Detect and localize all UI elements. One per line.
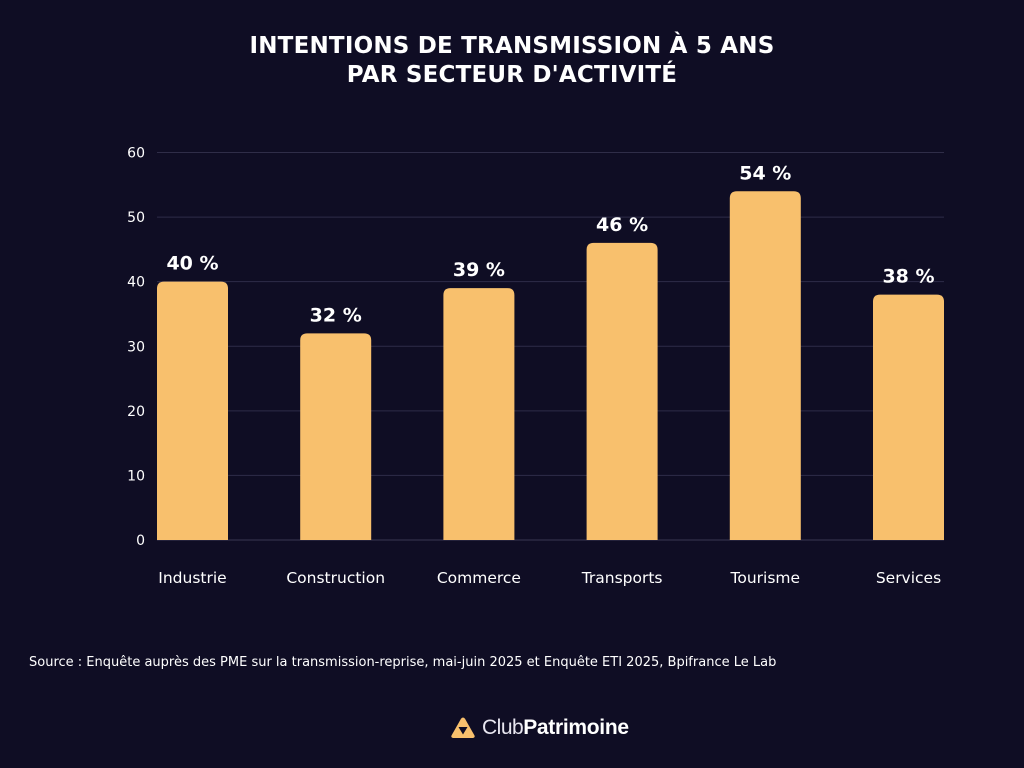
source-note: Source : Enquête auprès des PME sur la t… — [29, 655, 777, 670]
x-tick-label: Services — [876, 569, 941, 587]
y-tick-label: 20 — [127, 404, 145, 420]
club-patrimoine-logo: Club Patrimoine — [450, 714, 629, 742]
chart-title-line-2: PAR SECTEUR D'ACTIVITÉ — [346, 62, 678, 88]
y-tick-label: 10 — [127, 468, 145, 484]
data-label: 40 % — [166, 253, 218, 275]
y-tick-label: 40 — [127, 275, 145, 291]
x-tick-label: Construction — [286, 569, 385, 587]
y-tick-label: 60 — [127, 146, 145, 162]
bar-services — [873, 294, 944, 540]
x-tick-label: Transports — [581, 569, 663, 587]
bar-tourisme — [729, 191, 801, 540]
x-tick-label: Industrie — [158, 569, 226, 587]
data-label: 32 % — [310, 304, 362, 326]
bar-construction — [300, 333, 372, 540]
bar-chart: 0 10 20 30 40 50 60 40 % 32 % 39 % 46 % 54 % 38 % I… — [127, 146, 944, 587]
bar-industrie — [157, 281, 228, 540]
bar-transports — [586, 242, 658, 540]
chart-title-line-1: INTENTIONS DE TRANSMISSION À 5 ANS — [249, 33, 775, 59]
x-tick-label: Commerce — [437, 569, 521, 587]
bars — [157, 191, 944, 540]
gridlines — [157, 152, 944, 541]
data-label: 46 % — [596, 214, 648, 236]
bar-commerce — [443, 288, 515, 540]
x-tick-label: Tourisme — [730, 569, 801, 587]
y-tick-label: 0 — [136, 533, 145, 549]
logo-text-club: Club — [482, 716, 524, 739]
data-labels: 40 % 32 % 39 % 46 % 54 % 38 % — [166, 162, 934, 326]
data-label: 38 % — [882, 266, 934, 288]
y-tick-label: 30 — [127, 339, 145, 355]
x-axis-ticks: Industrie Construction Commerce Transports T… — [158, 569, 941, 587]
logo-text-patrimoine: Patrimoine — [523, 716, 629, 739]
y-tick-label: 50 — [127, 210, 145, 226]
data-label: 39 % — [453, 259, 505, 281]
triangle-logo-icon — [451, 717, 475, 738]
chart-title: INTENTIONS DE TRANSMISSION À 5 ANS PAR S… — [0, 32, 1024, 90]
y-axis-ticks: 0 10 20 30 40 50 60 — [127, 146, 145, 550]
data-label: 54 % — [739, 162, 791, 184]
